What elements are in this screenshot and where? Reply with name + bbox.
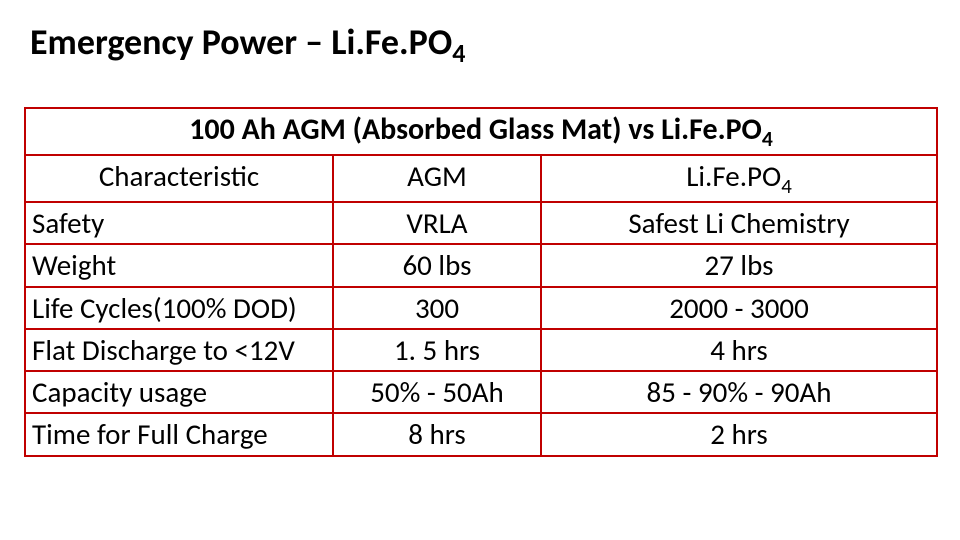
table-row: Time for Full Charge 8 hrs 2 hrs [25, 413, 937, 455]
table-caption-subscript: 4 [762, 125, 773, 152]
cell-characteristic: Flat Discharge to <12V [25, 329, 333, 371]
cell-agm: 8 hrs [333, 413, 541, 455]
cell-lifepo: 85 - 90% - 90Ah [541, 371, 937, 413]
comparison-table: 100 Ah AGM (Absorbed Glass Mat) vs Li.Fe… [24, 107, 938, 456]
column-header-agm: AGM [333, 155, 541, 202]
table-header-row: Characteristic AGM Li.Fe.PO4 [25, 155, 937, 202]
column-header-lifepo: Li.Fe.PO4 [541, 155, 937, 202]
table-row: Capacity usage 50% - 50Ah 85 - 90% - 90A… [25, 371, 937, 413]
page-title-subscript: 4 [452, 37, 465, 69]
column-header-characteristic: Characteristic [25, 155, 333, 202]
table-row: Flat Discharge to <12V 1. 5 hrs 4 hrs [25, 329, 937, 371]
cell-characteristic: Capacity usage [25, 371, 333, 413]
cell-characteristic: Weight [25, 244, 333, 286]
cell-lifepo: 27 lbs [541, 244, 937, 286]
table-row: Life Cycles(100% DOD) 300 2000 - 3000 [25, 287, 937, 329]
cell-agm: VRLA [333, 202, 541, 244]
cell-agm: 300 [333, 287, 541, 329]
table-row: Safety VRLA Safest Li Chemistry [25, 202, 937, 244]
column-header-lifepo-subscript: 4 [781, 173, 792, 199]
page-title: Emergency Power – Li.Fe.PO4 [30, 20, 936, 69]
cell-lifepo: Safest Li Chemistry [541, 202, 937, 244]
table-caption-text: 100 Ah AGM (Absorbed Glass Mat) vs Li.Fe… [189, 111, 762, 148]
table-caption: 100 Ah AGM (Absorbed Glass Mat) vs Li.Fe… [25, 108, 937, 155]
column-header-lifepo-text: Li.Fe.PO [686, 158, 781, 194]
cell-characteristic: Life Cycles(100% DOD) [25, 287, 333, 329]
cell-characteristic: Safety [25, 202, 333, 244]
cell-lifepo: 4 hrs [541, 329, 937, 371]
table-row: Weight 60 lbs 27 lbs [25, 244, 937, 286]
page-title-text: Emergency Power – Li.Fe.PO [30, 20, 452, 64]
cell-agm: 60 lbs [333, 244, 541, 286]
cell-lifepo: 2 hrs [541, 413, 937, 455]
cell-agm: 1. 5 hrs [333, 329, 541, 371]
cell-characteristic: Time for Full Charge [25, 413, 333, 455]
cell-lifepo: 2000 - 3000 [541, 287, 937, 329]
table-caption-row: 100 Ah AGM (Absorbed Glass Mat) vs Li.Fe… [25, 108, 937, 155]
cell-agm: 50% - 50Ah [333, 371, 541, 413]
